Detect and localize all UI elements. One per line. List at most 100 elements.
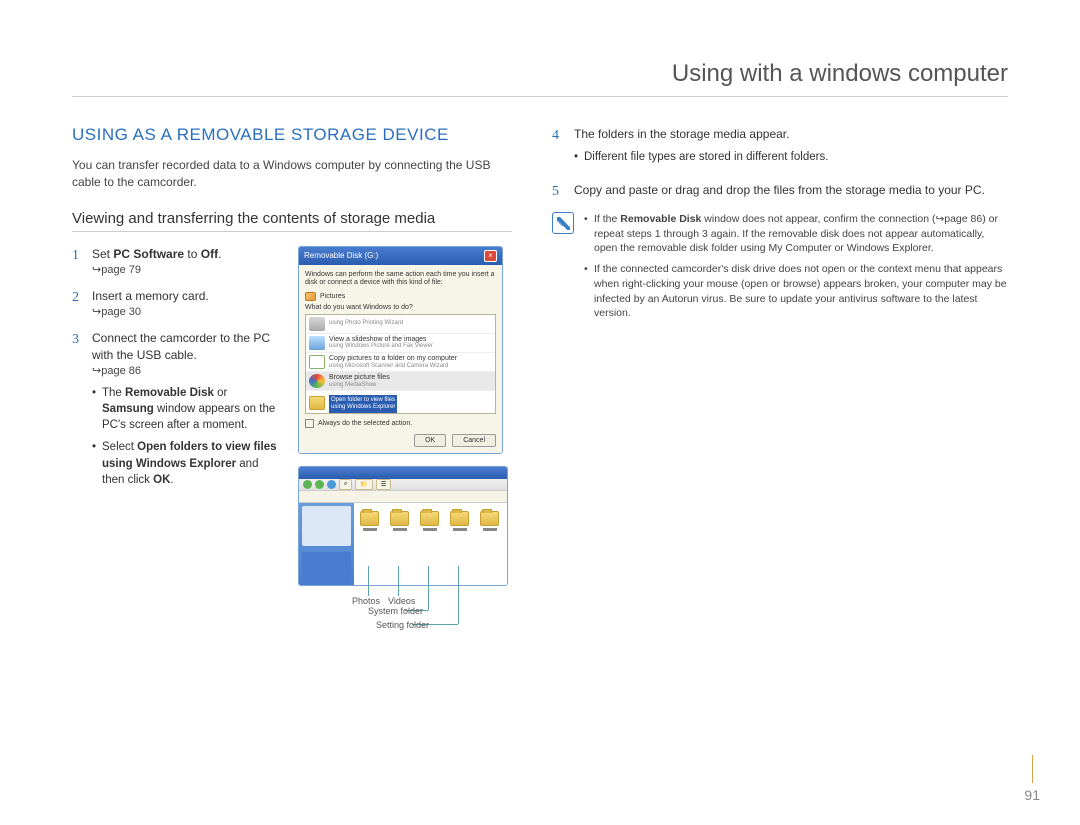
step-1: 1 Set PC Software to Off. ↪page 79 xyxy=(72,246,282,278)
page-ref: ↪page 30 xyxy=(92,305,282,320)
bullet-text: The xyxy=(102,387,125,399)
step-num: 2 xyxy=(72,288,84,320)
sidebar-panel xyxy=(302,506,351,546)
list-item[interactable]: Open folder to view filesusing Windows E… xyxy=(306,391,495,413)
note-icon xyxy=(552,212,574,234)
option-list[interactable]: using Photo Printing Wizard View a slide… xyxy=(305,314,496,414)
toolbar-btn[interactable]: ⌕ xyxy=(339,479,352,490)
step-5: 5 Copy and paste or drag and drop the fi… xyxy=(552,181,1008,202)
close-icon[interactable]: × xyxy=(484,250,497,262)
list-item[interactable]: using Photo Printing Wizard xyxy=(306,315,495,334)
step-bold: Off xyxy=(201,247,218,261)
nav-up-icon[interactable] xyxy=(327,480,336,489)
folder-item[interactable] xyxy=(450,511,469,531)
sub-bullet: Select Open folders to view files using … xyxy=(92,439,282,487)
folder-icon xyxy=(309,396,325,410)
slideshow-icon xyxy=(309,336,325,350)
step-num: 1 xyxy=(72,246,84,278)
folder-item[interactable] xyxy=(390,511,409,531)
step-text: to xyxy=(184,247,201,261)
copy-icon xyxy=(309,355,325,369)
explorer-content xyxy=(354,503,507,585)
explorer-titlebar xyxy=(299,467,507,479)
note-bold: Removable Disk xyxy=(620,213,701,225)
nav-back-icon[interactable] xyxy=(303,480,312,489)
dialog-titlebar: Removable Disk (G:) × xyxy=(299,247,502,265)
always-checkbox-row[interactable]: Always do the selected action. xyxy=(305,419,496,428)
cancel-button[interactable]: Cancel xyxy=(452,434,496,447)
step-4: 4 The folders in the storage media appea… xyxy=(552,125,1008,171)
step-3: 3 Connect the camcorder to the PC with t… xyxy=(72,330,282,494)
address-bar[interactable] xyxy=(299,491,507,503)
pictures-label: Pictures xyxy=(320,293,345,300)
page-ref: ↪page 86 xyxy=(92,364,282,379)
section-title: USING AS A REMOVABLE STORAGE DEVICE xyxy=(72,125,512,145)
step-bold: PC Software xyxy=(113,247,184,261)
folder-item[interactable] xyxy=(360,511,379,531)
callout-system: System folder xyxy=(368,606,423,616)
list-item[interactable]: Copy pictures to a folder on my computer… xyxy=(306,353,495,372)
bullet-text: . xyxy=(170,474,173,486)
toolbar-btn[interactable]: ☰ xyxy=(376,479,391,490)
step-text: Insert a memory card. xyxy=(92,289,209,303)
note-item: If the connected camcorder's disk drive … xyxy=(584,262,1008,321)
bullet-bold: Removable Disk xyxy=(125,387,214,399)
callout-photos: Photos xyxy=(352,596,380,606)
folder-icon xyxy=(450,511,469,526)
toolbar-btn[interactable]: 📁 xyxy=(355,479,372,490)
page-header: Using with a windows computer xyxy=(72,60,1008,97)
step-num: 3 xyxy=(72,330,84,494)
folder-icon xyxy=(480,511,499,526)
media-icon xyxy=(309,374,325,388)
folder-item[interactable] xyxy=(480,511,499,531)
callout-setting: Setting folder xyxy=(376,620,429,630)
option-text: Copy pictures to a folder on my computer xyxy=(329,355,457,363)
note-item: If the Removable Disk window does not ap… xyxy=(584,212,1008,256)
option-sub: using Microsoft Scanner and Camera Wizar… xyxy=(329,363,457,370)
step-text: Copy and paste or drag and drop the file… xyxy=(574,181,1008,202)
option-text: using Photo Printing Wizard xyxy=(329,320,403,327)
list-item[interactable]: Browse picture filesusing MediaShow xyxy=(306,372,495,391)
sidebar-panel xyxy=(302,552,351,582)
printer-icon xyxy=(309,317,325,331)
list-item[interactable]: View a slideshow of the imagesusing Wind… xyxy=(306,334,495,353)
note-box: If the Removable Disk window does not ap… xyxy=(552,212,1008,327)
always-label: Always do the selected action. xyxy=(318,420,412,427)
bullet-bold: OK xyxy=(153,474,170,486)
option-text: View a slideshow of the images xyxy=(329,336,433,344)
step-text: The folders in the storage media appear. xyxy=(574,127,789,141)
folder-icon xyxy=(360,511,379,526)
option-sub: using Windows Explorer xyxy=(331,404,395,410)
subheading: Viewing and transferring the contents of… xyxy=(72,210,512,232)
sub-bullet: The Removable Disk or Samsung window app… xyxy=(92,385,282,433)
callout-videos: Videos xyxy=(388,596,415,606)
explorer-sidebar xyxy=(299,503,354,585)
option-sub: using MediaShow xyxy=(329,382,390,389)
pictures-icon xyxy=(305,292,316,301)
page-number: 91 xyxy=(1024,755,1040,803)
dialog-prompt: Windows can perform the same action each… xyxy=(305,271,496,288)
option-text: Open folder to view files xyxy=(331,397,395,403)
list-prompt: What do you want Windows to do? xyxy=(305,304,496,311)
folder-icon xyxy=(420,511,439,526)
nav-fwd-icon[interactable] xyxy=(315,480,324,489)
dialog-title: Removable Disk (G:) xyxy=(304,251,378,260)
callout-labels: Photos Videos System folder Setting fold… xyxy=(298,594,508,644)
section-intro: You can transfer recorded data to a Wind… xyxy=(72,157,512,192)
autoplay-dialog: Removable Disk (G:) × Windows can perfor… xyxy=(298,246,503,454)
bullet-text: Select xyxy=(102,441,137,453)
option-sub: using Windows Picture and Fax Viewer xyxy=(329,343,433,350)
folder-item[interactable] xyxy=(420,511,439,531)
folder-icon xyxy=(390,511,409,526)
ok-button[interactable]: OK xyxy=(414,434,446,447)
option-text: Browse picture files xyxy=(329,374,390,382)
explorer-toolbar: ⌕ 📁 ☰ xyxy=(299,479,507,491)
bullet-bold: Samsung xyxy=(102,403,154,415)
checkbox[interactable] xyxy=(305,419,314,428)
step-text: Set xyxy=(92,247,113,261)
page-ref: ↪page 79 xyxy=(92,263,282,278)
step-num: 4 xyxy=(552,125,564,171)
step-text: . xyxy=(218,247,221,261)
note-text: If the xyxy=(594,213,620,225)
step-num: 5 xyxy=(552,181,564,202)
